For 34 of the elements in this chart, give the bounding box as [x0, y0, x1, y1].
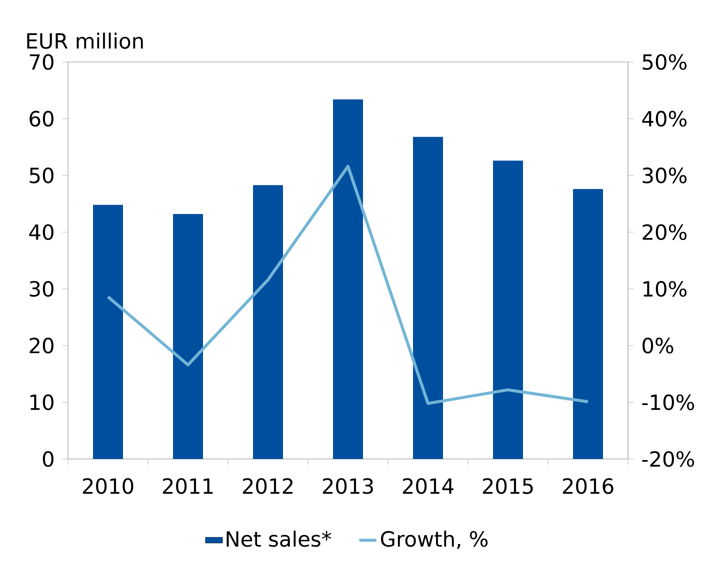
y2-tick-label: 40% — [642, 110, 687, 127]
bar — [413, 136, 444, 459]
y2-tick-label: 10% — [643, 280, 687, 297]
x-tick-label: 2010 — [82, 478, 134, 494]
bar — [333, 99, 363, 459]
y2-tick-label: 50% — [642, 54, 687, 70]
legend-label: Growth, % — [380, 530, 488, 550]
x-tick-label: 2014 — [402, 478, 454, 494]
y-tick-label: 50 — [30, 168, 54, 184]
bar — [173, 214, 203, 459]
y-tick-label: 30 — [30, 280, 54, 297]
x-tick-label: 2015 — [482, 478, 533, 494]
y2-tick-label: -20% — [642, 451, 694, 467]
x-tick-label: 2013 — [322, 478, 373, 494]
y-tick-label: 40 — [29, 224, 54, 240]
y-tick-label: 60 — [30, 110, 54, 127]
bar — [93, 204, 123, 459]
y2-tick-label: -10% — [642, 394, 694, 410]
legend-label: Net sales* — [226, 530, 332, 547]
bar — [253, 185, 283, 459]
x-tick-label: 2012 — [242, 478, 293, 494]
y2-tick-label: 20% — [642, 224, 687, 240]
y-axis-title: EUR million — [27, 32, 143, 49]
line-series — [106, 164, 590, 405]
y2-tick-label: 30% — [642, 168, 687, 184]
x-tick-label: 2011 — [162, 478, 213, 494]
y-tick-label: 0 — [42, 451, 54, 467]
bar — [493, 160, 524, 459]
y-tick-label: 10 — [30, 394, 54, 410]
y2-tick-label: 0% — [642, 338, 674, 354]
x-tick-label: 2016 — [562, 478, 614, 494]
y-tick-label: 20 — [30, 338, 54, 354]
y-tick-label: 70 — [30, 54, 54, 70]
bar — [573, 189, 604, 459]
